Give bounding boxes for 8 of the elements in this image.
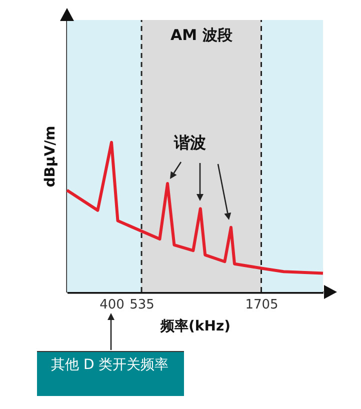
x-tick-label: 400 (100, 298, 124, 312)
x-axis-title: 频率(kHz) (160, 318, 230, 334)
annotation: 谐波 (172, 133, 207, 154)
band-label: AM 波段 (170, 26, 234, 44)
x-tick-label: 535 (130, 298, 154, 312)
y-axis-title: dBμV/m (42, 126, 58, 188)
text: 其他 D 类开关频率 (37, 351, 184, 396)
x-tick-label: 1705 (245, 298, 278, 312)
